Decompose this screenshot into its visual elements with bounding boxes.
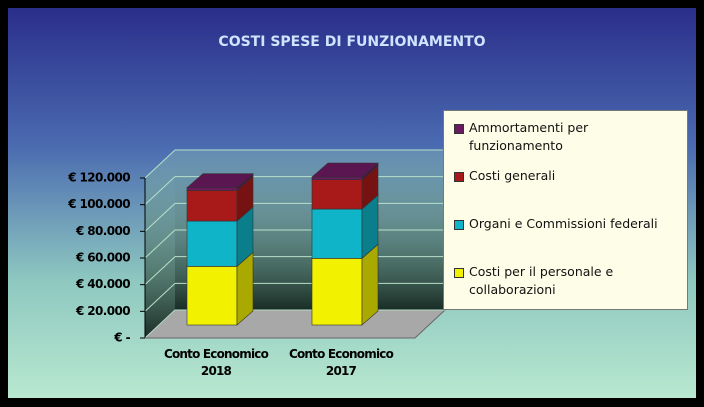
grid-line-side — [144, 229, 176, 259]
grid-line-side — [144, 282, 176, 312]
bar-segment — [311, 176, 363, 180]
y-tick-label: € 20.000 — [75, 304, 130, 318]
grid-line-side — [144, 256, 176, 286]
grid-line-side — [144, 176, 176, 206]
legend-entry: Costi generali — [454, 167, 681, 215]
bar-top — [311, 162, 379, 178]
chart-title: COSTI SPESE DI FUNZIONAMENTO — [218, 34, 485, 50]
y-tick-label: € 100.000 — [67, 197, 130, 211]
grid-line-side — [144, 202, 176, 232]
bar-segment — [186, 266, 238, 326]
legend-label: Costi per il personale e collaborazioni — [469, 264, 614, 297]
bar-segment — [311, 258, 363, 326]
legend-swatch — [454, 172, 464, 182]
bar-top — [186, 173, 254, 188]
bar-segment — [186, 190, 238, 222]
bar-segment — [311, 208, 363, 259]
legend: Ammortamenti per funzionamento Costi gene… — [443, 110, 688, 310]
legend-label: Costi generali — [469, 168, 556, 183]
legend-label: Organi e Commissioni federali — [469, 216, 658, 231]
bar-segment — [186, 187, 238, 191]
legend-swatch — [454, 124, 464, 134]
grid-line-side — [144, 309, 176, 339]
x-tick-label: Conto Economico 2017 — [288, 347, 394, 378]
legend-entry: Organi e Commissioni federali — [454, 215, 681, 263]
y-tick-label: € 60.000 — [75, 251, 130, 265]
legend-entry: Ammortamenti per funzionamento — [454, 119, 681, 167]
legend-swatch — [454, 220, 464, 230]
legend-label: Ammortamenti per funzionamento — [469, 120, 589, 153]
y-tick-label: € 40.000 — [75, 277, 130, 291]
y-tick-label: € - — [113, 331, 130, 345]
bar-segment — [311, 179, 363, 210]
y-tick-label: € 80.000 — [75, 224, 130, 238]
y-tick-label: € 120.000 — [67, 171, 130, 185]
bar-segment — [186, 220, 238, 267]
legend-swatch — [454, 268, 464, 278]
legend-entry: Costi per il personale e collaborazioni — [454, 263, 681, 311]
grid-line-side — [144, 149, 176, 179]
x-tick-label: Conto Economico 2018 — [163, 347, 269, 378]
